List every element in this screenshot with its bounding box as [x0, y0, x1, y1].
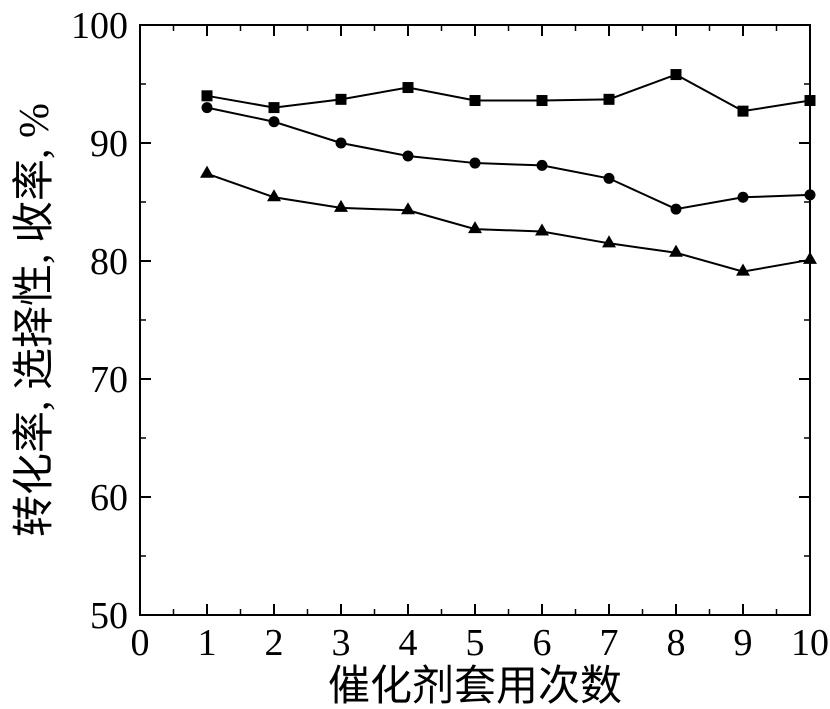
chart-container: 0 1 2 3 4 5 6 7 8 9 10 50 60 70 80 90 100 催化剂套用次数 转化率, 选择性… [0, 0, 830, 709]
x-tick-label: 10 [791, 622, 829, 664]
y-tick-label: 90 [90, 123, 128, 165]
x-tick-label: 3 [332, 622, 351, 664]
x-tick-label: 4 [399, 622, 418, 664]
x-tick-label: 7 [600, 622, 619, 664]
line-chart: 0 1 2 3 4 5 6 7 8 9 10 50 60 70 80 90 100 催化剂套用次数 转化率, 选择性… [0, 0, 830, 709]
y-axis-label: 转化率, 选择性, 收率, % [11, 103, 58, 537]
y-tick-label: 70 [90, 359, 128, 401]
x-tick-label: 5 [466, 622, 485, 664]
x-axis-label: 催化剂套用次数 [328, 664, 622, 709]
x-tick-label: 8 [667, 622, 686, 664]
x-tick-label: 9 [734, 622, 753, 664]
y-tick-label: 80 [90, 241, 128, 283]
y-tick-label: 100 [71, 5, 128, 47]
x-tick-label: 6 [533, 622, 552, 664]
y-tick-label: 50 [90, 595, 128, 637]
y-tick-label: 60 [90, 477, 128, 519]
x-tick-label: 2 [265, 622, 284, 664]
x-tick-label: 1 [198, 622, 217, 664]
x-tick-label: 0 [131, 622, 150, 664]
